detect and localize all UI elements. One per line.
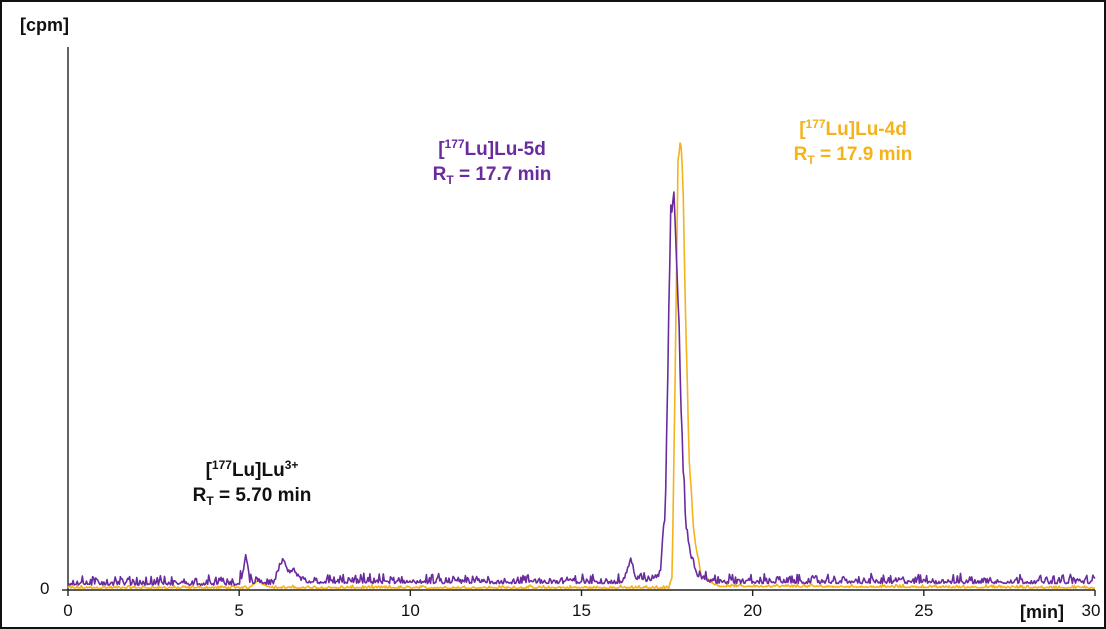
axes bbox=[62, 47, 1095, 591]
x-tick-label-15: 15 bbox=[572, 601, 591, 620]
annotation-lu-free-name: [177Lu]Lu3+ bbox=[205, 458, 299, 481]
x-axis-label: [min] bbox=[1020, 602, 1064, 622]
series-line-lu-5d bbox=[67, 191, 1096, 586]
annotation-lu-free: [177Lu]Lu3+ RT = 5.70 min bbox=[193, 458, 312, 508]
x-tick-label-10: 10 bbox=[401, 601, 420, 620]
series-line-lu-4d bbox=[67, 142, 1096, 590]
annotation-lu-4d-name: [177Lu]Lu-4d bbox=[799, 117, 907, 140]
annotation-lu-5d-rt: RT = 17.7 min bbox=[432, 164, 552, 187]
x-ticks: 0 5 10 15 20 25 30 bbox=[63, 590, 1100, 620]
annotation-lu-free-rt: RT = 5.70 min bbox=[192, 485, 312, 508]
x-tick-label-0: 0 bbox=[63, 601, 72, 620]
x-tick-label-25: 25 bbox=[914, 601, 933, 620]
annotation-lu-4d-rt: RT = 17.9 min bbox=[793, 144, 913, 167]
annotation-lu-4d: [177Lu]Lu-4d RT = 17.9 min bbox=[794, 117, 913, 167]
x-tick-label-30: 30 bbox=[1082, 601, 1101, 620]
x-tick-label-20: 20 bbox=[743, 601, 762, 620]
annotation-lu-5d: [177Lu]Lu-5d RT = 17.7 min bbox=[433, 137, 552, 187]
y-tick-label-0: 0 bbox=[40, 579, 50, 598]
series-layer bbox=[67, 142, 1096, 590]
y-axis-label: [cpm] bbox=[20, 15, 69, 35]
annotation-lu-5d-name: [177Lu]Lu-5d bbox=[438, 137, 546, 160]
x-tick-label-5: 5 bbox=[234, 601, 243, 620]
